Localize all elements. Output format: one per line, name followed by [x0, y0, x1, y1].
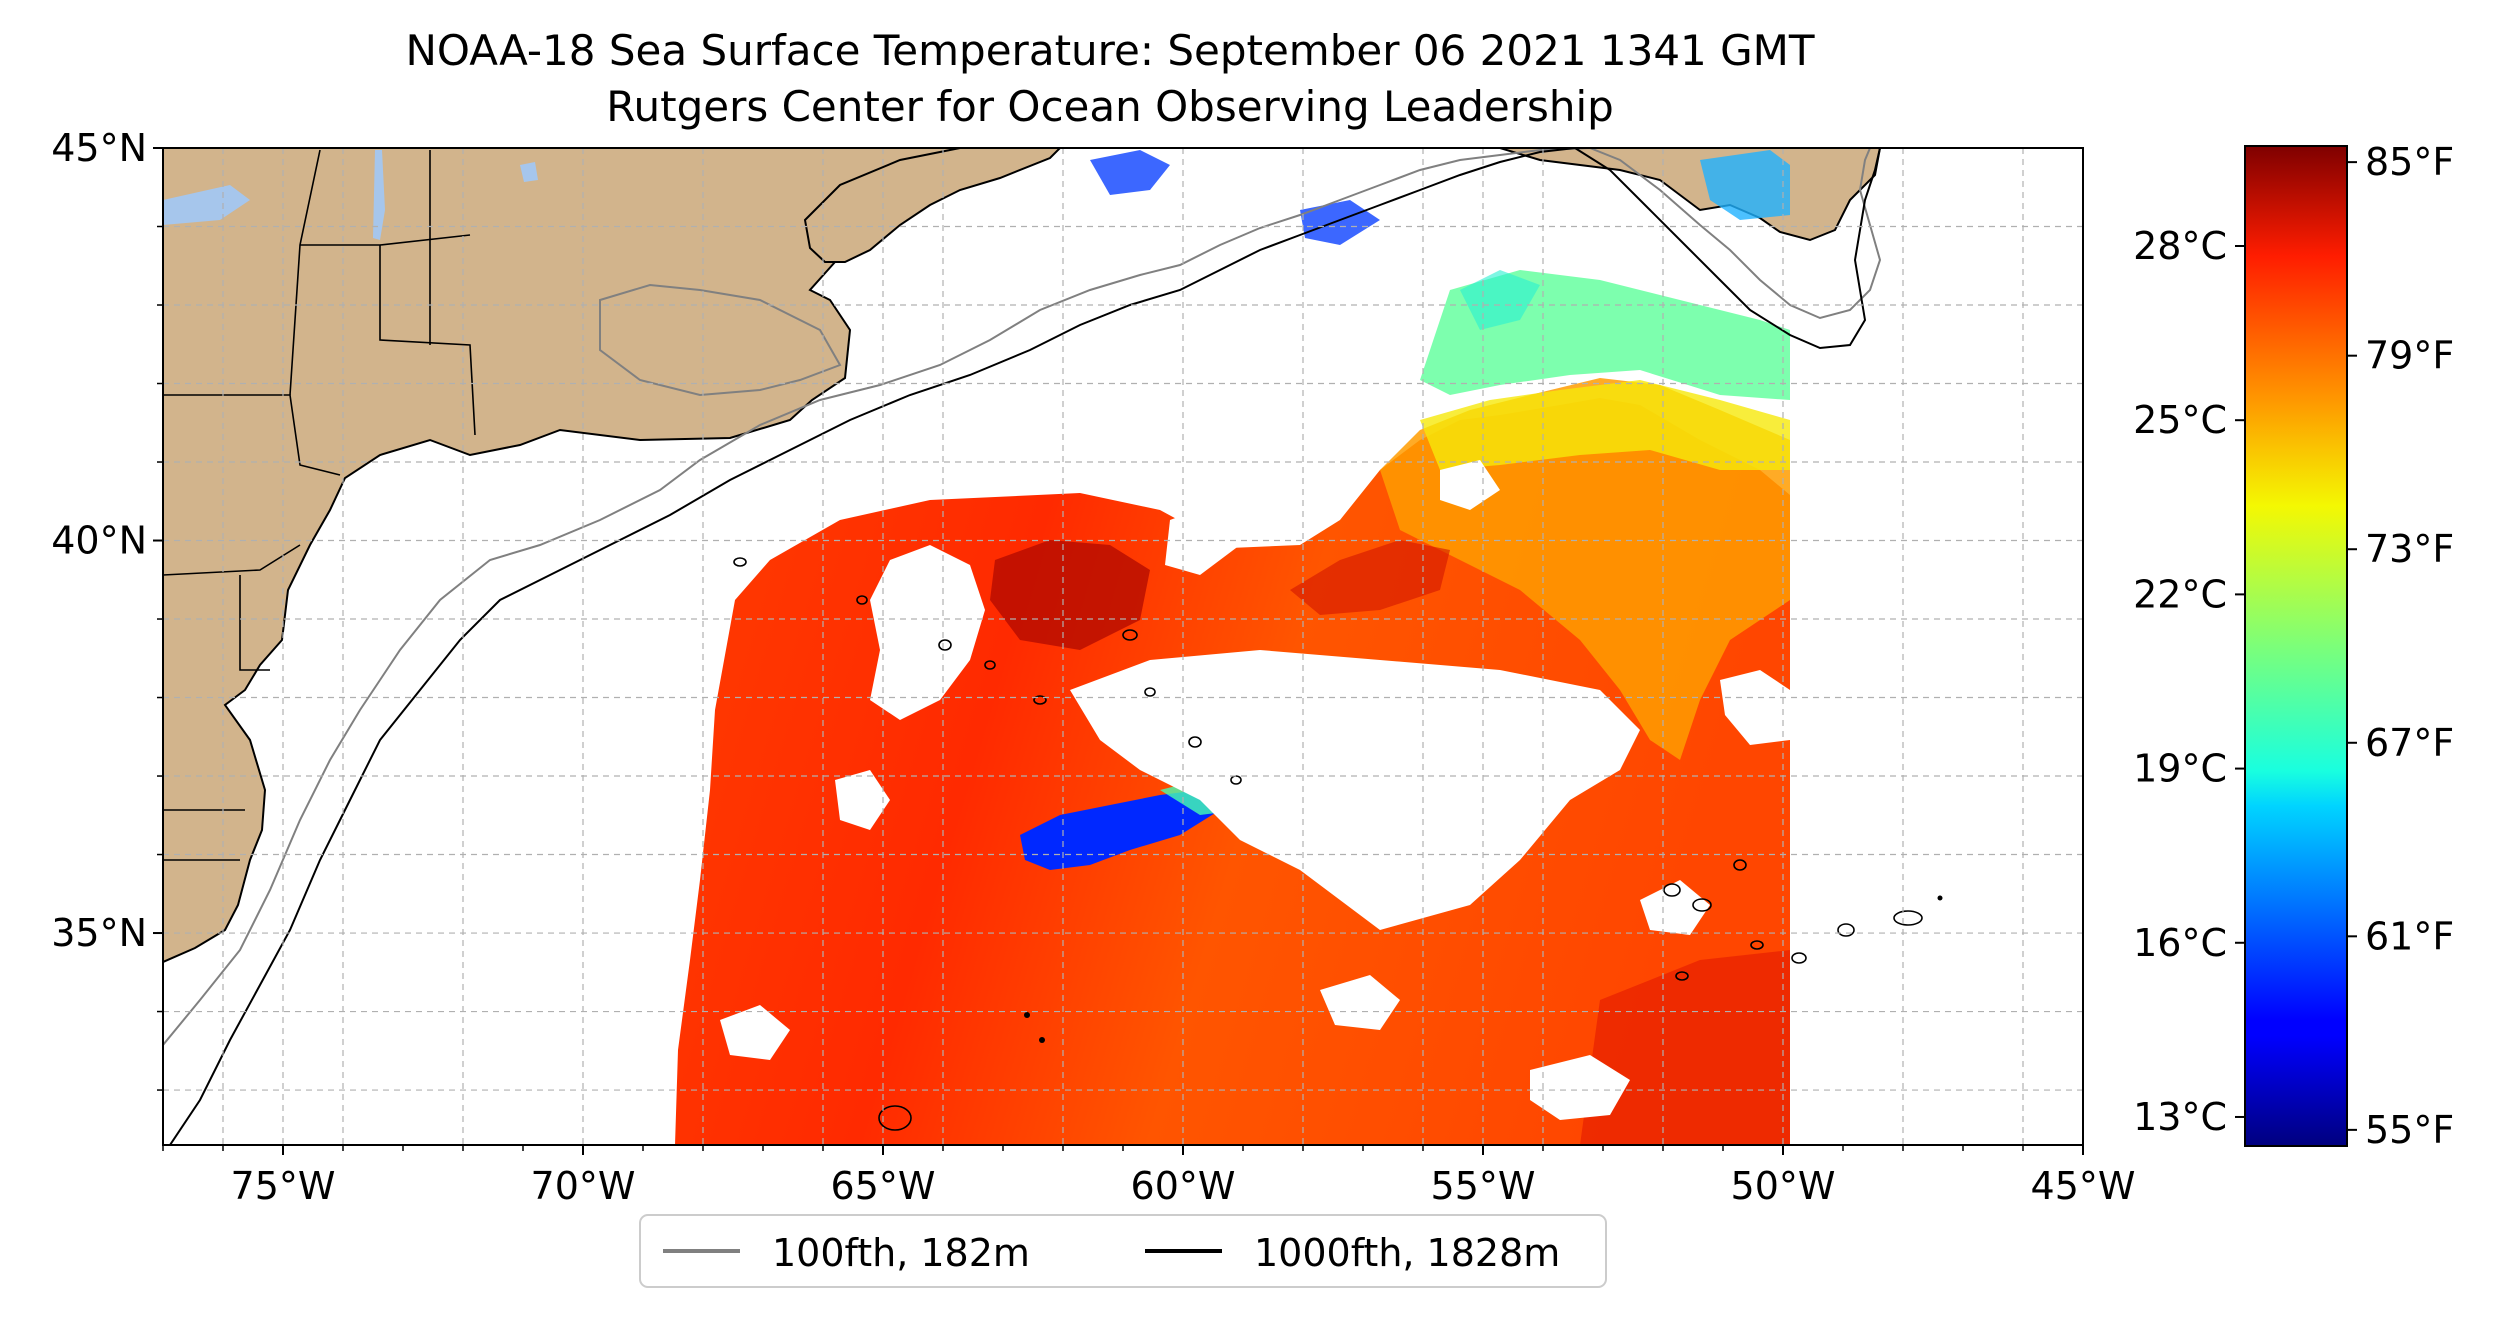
cloud-patch — [1640, 880, 1710, 935]
colorbar: 13°C 16°C 19°C 22°C 25°C 28°C 55°F 61°F 67°F 73°… — [2133, 140, 2454, 1152]
map-subtitle: Rutgers Center for Ocean Observing Leade… — [606, 82, 1614, 131]
lon-tick-label: 50°W — [1731, 1164, 1836, 1208]
lat-tick-label: 35°N — [51, 911, 147, 955]
sst-north-blue-2 — [1300, 200, 1380, 245]
lon-tick-label: 70°W — [531, 1164, 636, 1208]
sst-cold-eddy — [1020, 790, 1220, 870]
latitude-axis: 45°N 40°N 35°N — [51, 126, 163, 1091]
cloud-patch — [1720, 670, 1790, 745]
map-title: NOAA-18 Sea Surface Temperature: Septemb… — [405, 26, 1815, 75]
sst-north-cyan — [1700, 150, 1790, 220]
cloud-patch — [835, 770, 890, 830]
legend: 100fth, 182m 1000fth, 1828m — [639, 1214, 1607, 1288]
land-nova-scotia — [803, 148, 1062, 263]
legend-box — [639, 1214, 1607, 1288]
cloud-masks — [720, 460, 1790, 1120]
colorbar-f-label: 67°F — [2365, 721, 2454, 765]
lake-ontario-edge — [163, 185, 250, 225]
contour-100fth-gulf-of-maine — [599, 283, 842, 397]
colorbar-fahrenheit-axis: 55°F 61°F 67°F 73°F 79°F 85°F — [2347, 140, 2454, 1152]
longitude-axis: 75°W 70°W 65°W 60°W 55°W 50°W 45°W — [162, 1145, 2136, 1208]
sst-southeast-hot — [1580, 950, 1790, 1145]
legend-label-1000fth: 1000fth, 1828m — [1254, 1231, 1560, 1275]
colorbar-c-label: 16°C — [2133, 921, 2227, 965]
sst-cyan-north — [1460, 270, 1540, 330]
lon-tick-label: 75°W — [231, 1164, 336, 1208]
lon-tick-label: 65°W — [831, 1164, 936, 1208]
colorbar-frame — [2244, 145, 2348, 1147]
lake-champlain — [373, 150, 385, 240]
lon-tick-label: 60°W — [1131, 1164, 1236, 1208]
cloud-patch — [1070, 650, 1640, 930]
lat-tick-label: 45°N — [51, 126, 147, 170]
colorbar-c-label: 13°C — [2133, 1095, 2227, 1139]
colorbar-c-label: 25°C — [2133, 398, 2227, 442]
cloud-patch — [1320, 975, 1400, 1030]
colorbar-f-label: 61°F — [2365, 914, 2454, 958]
map-gridlines — [163, 147, 2084, 1145]
lat-tick-label: 40°N — [51, 519, 147, 563]
cloud-patch — [870, 545, 985, 720]
seamounts — [733, 557, 1923, 1131]
colorbar-f-label: 55°F — [2365, 1108, 2454, 1152]
lake-small — [520, 162, 538, 182]
contour-1000fth — [169, 148, 1881, 1145]
cloud-patch — [720, 1005, 790, 1060]
contour-100fth — [163, 148, 1882, 1046]
sst-yellow-band — [1420, 380, 1790, 470]
colorbar-c-label: 19°C — [2133, 747, 2227, 791]
sst-north-blue-1 — [1090, 150, 1170, 195]
cloud-patch — [1165, 505, 1250, 575]
colorbar-f-label: 85°F — [2365, 140, 2454, 184]
cloud-patch — [1440, 460, 1500, 510]
sst-gulfstream-hot-2 — [1290, 540, 1450, 615]
colorbar-celsius-axis: 13°C 16°C 19°C 22°C 25°C 28°C — [2133, 224, 2245, 1139]
state-borders — [163, 149, 476, 861]
coastline-dots — [1024, 895, 1943, 1043]
colorbar-c-label: 22°C — [2133, 572, 2227, 616]
colorbar-c-label: 28°C — [2133, 224, 2227, 268]
sst-gulfstream-hot — [990, 540, 1150, 650]
cloud-patch — [1530, 1055, 1630, 1120]
map-content — [163, 148, 2083, 1145]
colorbar-gradient — [2245, 146, 2347, 1146]
lon-tick-label: 55°W — [1431, 1164, 1536, 1208]
lon-tick-label: 45°W — [2031, 1164, 2136, 1208]
legend-label-100fth: 100fth, 182m — [772, 1231, 1030, 1275]
colorbar-f-label: 73°F — [2365, 527, 2454, 571]
colorbar-f-label: 79°F — [2365, 334, 2454, 378]
